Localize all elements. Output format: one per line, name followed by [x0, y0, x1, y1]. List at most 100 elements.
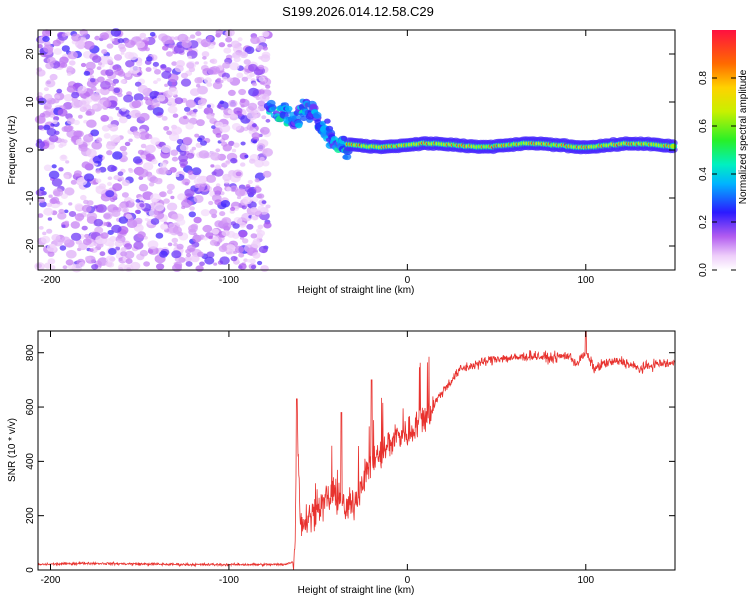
- spectrogram-cell: [153, 91, 159, 96]
- spectrogram-cell: [86, 119, 97, 128]
- spectrogram-cell: [94, 226, 104, 234]
- y-tick-label: 400: [25, 453, 36, 470]
- y-tick-label: 0: [25, 567, 36, 573]
- spectrogram-cell: [96, 137, 103, 143]
- colorbar-tick-label: 0.8: [698, 71, 709, 85]
- spectrogram-cell: [176, 243, 184, 250]
- spectrogram-cell: [136, 72, 142, 76]
- spectrogram-cell: [196, 175, 207, 184]
- spectrogram-cell: [103, 133, 111, 139]
- spectrogram-cell: [241, 212, 253, 222]
- spectrogram-cell: [250, 233, 258, 239]
- spectrogram-cell: [148, 182, 155, 187]
- spectrogram-cell: [159, 162, 167, 169]
- spectrogram-cell: [98, 62, 103, 66]
- spectrogram-cell: [112, 151, 123, 160]
- spectrogram-cell: [115, 106, 120, 111]
- spectrogram-cell: [79, 106, 88, 113]
- spectrogram-cell: [186, 62, 195, 69]
- spectrogram-cell: [221, 229, 230, 237]
- spectrogram-cell: [81, 204, 92, 213]
- spectrogram-cell: [99, 251, 106, 257]
- spectrogram-cell: [100, 232, 109, 239]
- spectrogram-cell: [65, 31, 71, 37]
- spectrogram-cell: [158, 191, 166, 197]
- spectrogram-cell: [123, 94, 134, 103]
- spectrogram-cell: [251, 123, 257, 128]
- spectrogram-cell: [96, 66, 102, 71]
- spectrogram-cell: [218, 42, 226, 48]
- spectrogram-cell: [81, 225, 88, 231]
- spectrogram-cell: [258, 89, 265, 95]
- snr-ylabel: SNR (10 * v/v): [7, 418, 18, 482]
- spectrogram-cell: [182, 136, 193, 145]
- spectrogram-cell: [225, 29, 235, 37]
- spectrogram-cell: [119, 145, 127, 152]
- spectrogram-cell: [153, 80, 158, 85]
- spectrogram-cell: [107, 123, 113, 129]
- spectrogram-cell: [230, 255, 238, 262]
- spectrogram-cell: [246, 111, 258, 121]
- spectrogram-cell: [37, 97, 47, 106]
- spectrogram-cell: [312, 111, 322, 119]
- y-tick-label: 20: [25, 48, 36, 60]
- spectrogram-cell: [136, 41, 146, 49]
- spectrogram-cell: [184, 181, 189, 186]
- spectrogram-cell: [105, 255, 116, 263]
- x-tick-label: 0: [405, 575, 411, 586]
- spectrogram-cell: [252, 140, 257, 144]
- spectrogram-cell: [85, 110, 92, 116]
- colorbar-tick-label: 0.2: [698, 215, 709, 229]
- spectrogram-cell: [179, 150, 187, 156]
- spectrogram-cell: [238, 252, 245, 258]
- spectrogram-cell: [241, 76, 248, 82]
- spectrogram-cell: [173, 45, 185, 54]
- colorbar-ticks: 0.0 0.2 0.4 0.6 0.8: [698, 71, 736, 277]
- spectrogram-cell: [118, 202, 126, 209]
- spectrogram-cell: [174, 97, 184, 105]
- spectrogram-cell: [134, 209, 140, 214]
- spectrogram-cell: [190, 223, 199, 230]
- spectrogram-cell: [220, 107, 225, 111]
- spectrogram-cell: [185, 261, 193, 267]
- spectrogram-cell: [63, 94, 74, 102]
- spectrogram-cell: [156, 94, 166, 102]
- spectrogram-cell: [189, 149, 194, 153]
- spectrogram-cell: [64, 220, 70, 225]
- spectrogram-cell: [120, 51, 125, 55]
- spectrogram-cell: [49, 134, 59, 143]
- spectrogram-cell: [189, 206, 195, 211]
- spectrogram-cell: [174, 261, 183, 269]
- spectrogram-cell: [222, 222, 232, 230]
- spectrogram-cell: [58, 167, 64, 172]
- snr-frame: [37, 330, 676, 571]
- spectrogram-cell: [214, 220, 224, 228]
- spectrogram-cell: [256, 143, 266, 151]
- spectrogram-cell: [208, 200, 214, 206]
- spectrogram-cell: [46, 128, 57, 136]
- spectrogram-cell: [219, 79, 224, 84]
- spectrogram-cell: [64, 187, 75, 196]
- spectrogram-cell: [255, 96, 261, 101]
- spectrogram-cell: [62, 139, 68, 144]
- spectrogram-cell: [213, 262, 218, 266]
- spectrogram-cell: [243, 59, 251, 65]
- spectrogram-cell: [133, 241, 144, 250]
- spectrogram-cell: [43, 93, 53, 101]
- spectrogram-cell: [145, 144, 156, 154]
- spectrogram-cell: [263, 221, 272, 229]
- spectrogram-cell: [94, 35, 100, 41]
- spectrogram-cell: [145, 98, 155, 106]
- spectrogram-cell: [251, 240, 261, 249]
- spectrogram-cell: [257, 193, 265, 199]
- spectrogram-cell: [81, 161, 91, 169]
- spectrogram-cell: [343, 153, 352, 161]
- spectrogram-cell: [205, 174, 217, 183]
- spectrogram-cell: [165, 170, 172, 175]
- spectrogram-cell: [171, 61, 178, 66]
- spectrogram-cell: [111, 224, 122, 233]
- spectrogram-cell: [164, 83, 169, 88]
- spectrogram-cell: [200, 209, 210, 217]
- spectrogram-cell: [186, 152, 195, 159]
